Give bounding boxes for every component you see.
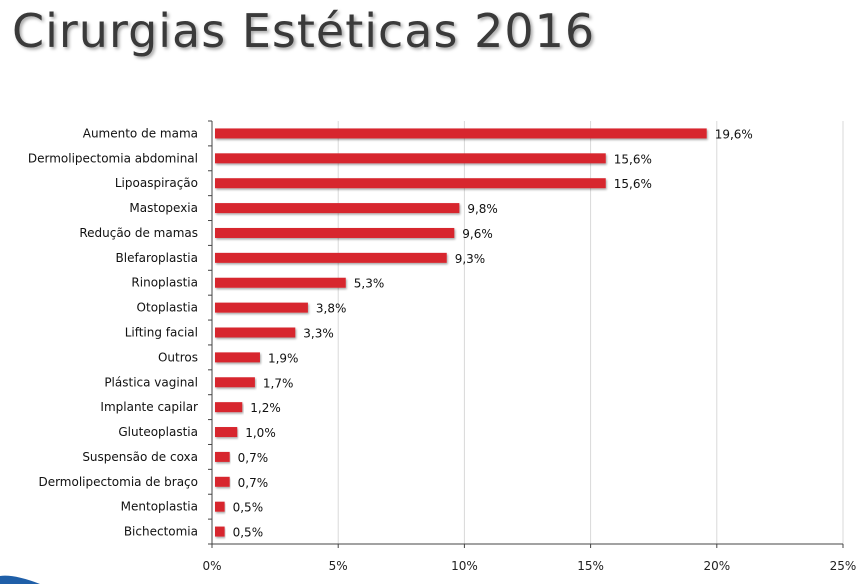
data-label: 15,6% xyxy=(614,177,652,191)
data-label: 1,7% xyxy=(263,376,294,390)
bar xyxy=(215,128,707,139)
category-label: Dermolipectomia abdominal xyxy=(28,151,198,165)
bar xyxy=(215,526,225,537)
data-label: 15,6% xyxy=(614,152,652,166)
bar xyxy=(215,227,455,238)
category-label: Gluteoplastia xyxy=(118,425,198,439)
x-tick-label: 20% xyxy=(703,559,730,573)
data-label: 1,0% xyxy=(245,426,275,440)
bar xyxy=(215,402,243,413)
category-label: Suspensão de coxa xyxy=(82,450,198,464)
category-label: Implante capilar xyxy=(100,400,198,414)
bar xyxy=(215,153,606,164)
x-tick-label: 5% xyxy=(329,559,348,573)
category-label: Aumento de mama xyxy=(83,126,198,140)
data-label: 0,7% xyxy=(238,476,269,490)
bar xyxy=(215,302,308,313)
data-label: 9,6% xyxy=(462,227,493,241)
bar xyxy=(215,451,230,462)
category-label: Dermolipectomia de braço xyxy=(38,475,198,489)
category-label: Mastopexia xyxy=(129,201,198,215)
data-label: 1,2% xyxy=(250,401,281,415)
x-tick-label: 0% xyxy=(202,559,221,573)
x-tick-label: 15% xyxy=(577,559,604,573)
data-label: 19,6% xyxy=(715,127,753,141)
data-label: 0,5% xyxy=(233,526,264,540)
data-label: 5,3% xyxy=(354,277,385,291)
data-label: 0,7% xyxy=(238,451,269,465)
bar xyxy=(215,277,346,288)
data-label: 3,8% xyxy=(316,302,347,316)
page-title: Cirurgias Estéticas 2016 xyxy=(12,4,596,58)
category-label: Lifting facial xyxy=(125,326,198,340)
bar xyxy=(215,203,460,214)
data-label: 1,9% xyxy=(268,351,299,365)
bar xyxy=(215,327,296,338)
x-tick-label: 25% xyxy=(830,559,857,573)
data-label: 3,3% xyxy=(303,327,334,341)
bar xyxy=(215,427,238,438)
bar xyxy=(215,252,447,263)
category-label: Rinoplastia xyxy=(131,276,198,290)
data-label: 9,8% xyxy=(467,202,498,216)
bar xyxy=(215,178,606,189)
bar xyxy=(215,377,255,388)
corner-decoration xyxy=(0,575,40,584)
category-label: Outros xyxy=(158,350,198,364)
bar xyxy=(215,501,225,512)
x-tick-label: 10% xyxy=(451,559,478,573)
category-label: Lipoaspiração xyxy=(115,176,198,190)
bar xyxy=(215,352,260,363)
category-label: Bichectomia xyxy=(124,525,198,539)
category-label: Mentoplastia xyxy=(121,500,198,514)
category-label: Redução de mamas xyxy=(79,226,198,240)
category-label: Blefaroplastia xyxy=(116,251,199,265)
bar xyxy=(215,476,230,487)
data-label: 0,5% xyxy=(233,501,264,515)
category-label: Otoplastia xyxy=(137,301,198,315)
data-label: 9,3% xyxy=(455,252,486,266)
category-label: Plástica vaginal xyxy=(104,375,198,389)
